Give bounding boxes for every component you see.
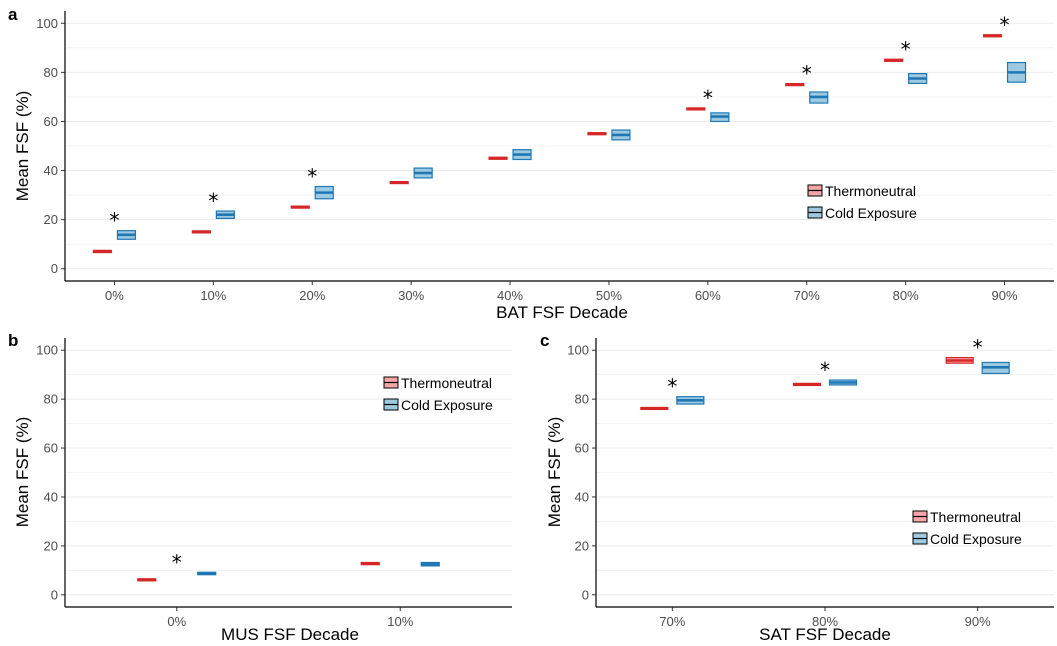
x-tick-label: 10% <box>387 614 413 629</box>
legend-label-thermoneutral: Thermoneutral <box>930 509 1021 525</box>
y-tick-label: 0 <box>51 587 58 602</box>
x-axis-title-a: BAT FSF Decade <box>496 303 628 322</box>
y-tick-label: 60 <box>44 114 58 129</box>
y-tick-label: 40 <box>44 489 58 504</box>
panel-c: c * * * 0 20 40 60 80 100 70% 80% 90% SAT FSF Deca… <box>540 331 1054 644</box>
y-tick-label: 80 <box>44 65 58 80</box>
y-tick-label: 20 <box>44 538 58 553</box>
panel-label-b: b <box>8 331 18 350</box>
x-tick-label: 40% <box>497 288 523 303</box>
y-tick-label: 40 <box>44 163 58 178</box>
y-tick-label: 60 <box>575 441 589 456</box>
y-tick-label: 0 <box>582 587 589 602</box>
x-axis-title-c: SAT FSF Decade <box>759 625 891 644</box>
y-tick-label: 80 <box>44 392 58 407</box>
x-tick-label: 90% <box>965 614 991 629</box>
y-tick-label: 20 <box>44 212 58 227</box>
panel-label-a: a <box>8 5 18 24</box>
x-tick-label: 20% <box>299 288 325 303</box>
x-tick-label: 70% <box>794 288 820 303</box>
panel-b: b * 0 20 40 60 80 100 0% 10% MUS FSF Decade Mea… <box>8 331 512 644</box>
significance-star: * <box>172 550 182 574</box>
significance-star: * <box>307 165 317 189</box>
y-tick-label: 80 <box>575 392 589 407</box>
significance-star: * <box>208 189 218 213</box>
y-tick-label: 40 <box>575 489 589 504</box>
legend-label-cold-exposure: Cold Exposure <box>825 205 917 221</box>
significance-star: * <box>820 358 830 382</box>
y-axis-title-c: Mean FSF (%) <box>545 417 564 528</box>
panel-label-c: c <box>540 331 549 350</box>
y-tick-label: 100 <box>36 16 58 31</box>
y-tick-label: 100 <box>567 343 589 358</box>
legend-label-thermoneutral: Thermoneutral <box>401 375 492 391</box>
x-tick-label: 80% <box>893 288 919 303</box>
x-tick-label: 10% <box>200 288 226 303</box>
y-tick-label: 100 <box>36 343 58 358</box>
significance-star: * <box>1000 13 1010 37</box>
legend-label-thermoneutral: Thermoneutral <box>825 183 916 199</box>
panel-a: a * * * * * * * 0 20 40 60 80 100 0% 10% 20% 30% 40% 50% 6… <box>8 5 1054 322</box>
y-tick-label: 0 <box>51 261 58 276</box>
x-tick-label: 90% <box>992 288 1018 303</box>
x-tick-label: 80% <box>812 614 838 629</box>
y-axis-title-a: Mean FSF (%) <box>13 91 32 202</box>
significance-star: * <box>109 209 119 233</box>
y-axis-title-b: Mean FSF (%) <box>13 417 32 528</box>
x-tick-label: 70% <box>659 614 685 629</box>
legend-label-cold-exposure: Cold Exposure <box>930 531 1022 547</box>
y-tick-label: 60 <box>44 441 58 456</box>
x-tick-label: 50% <box>596 288 622 303</box>
significance-star: * <box>802 62 812 86</box>
significance-star: * <box>901 37 911 61</box>
x-axis-title-b: MUS FSF Decade <box>221 625 359 644</box>
x-tick-label: 0% <box>105 288 124 303</box>
significance-star: * <box>667 375 677 399</box>
x-tick-label: 60% <box>695 288 721 303</box>
x-tick-label: 0% <box>167 614 186 629</box>
significance-star: * <box>973 336 983 360</box>
significance-star: * <box>703 86 713 110</box>
x-tick-label: 30% <box>398 288 424 303</box>
y-tick-label: 20 <box>575 538 589 553</box>
legend-label-cold-exposure: Cold Exposure <box>401 397 493 413</box>
